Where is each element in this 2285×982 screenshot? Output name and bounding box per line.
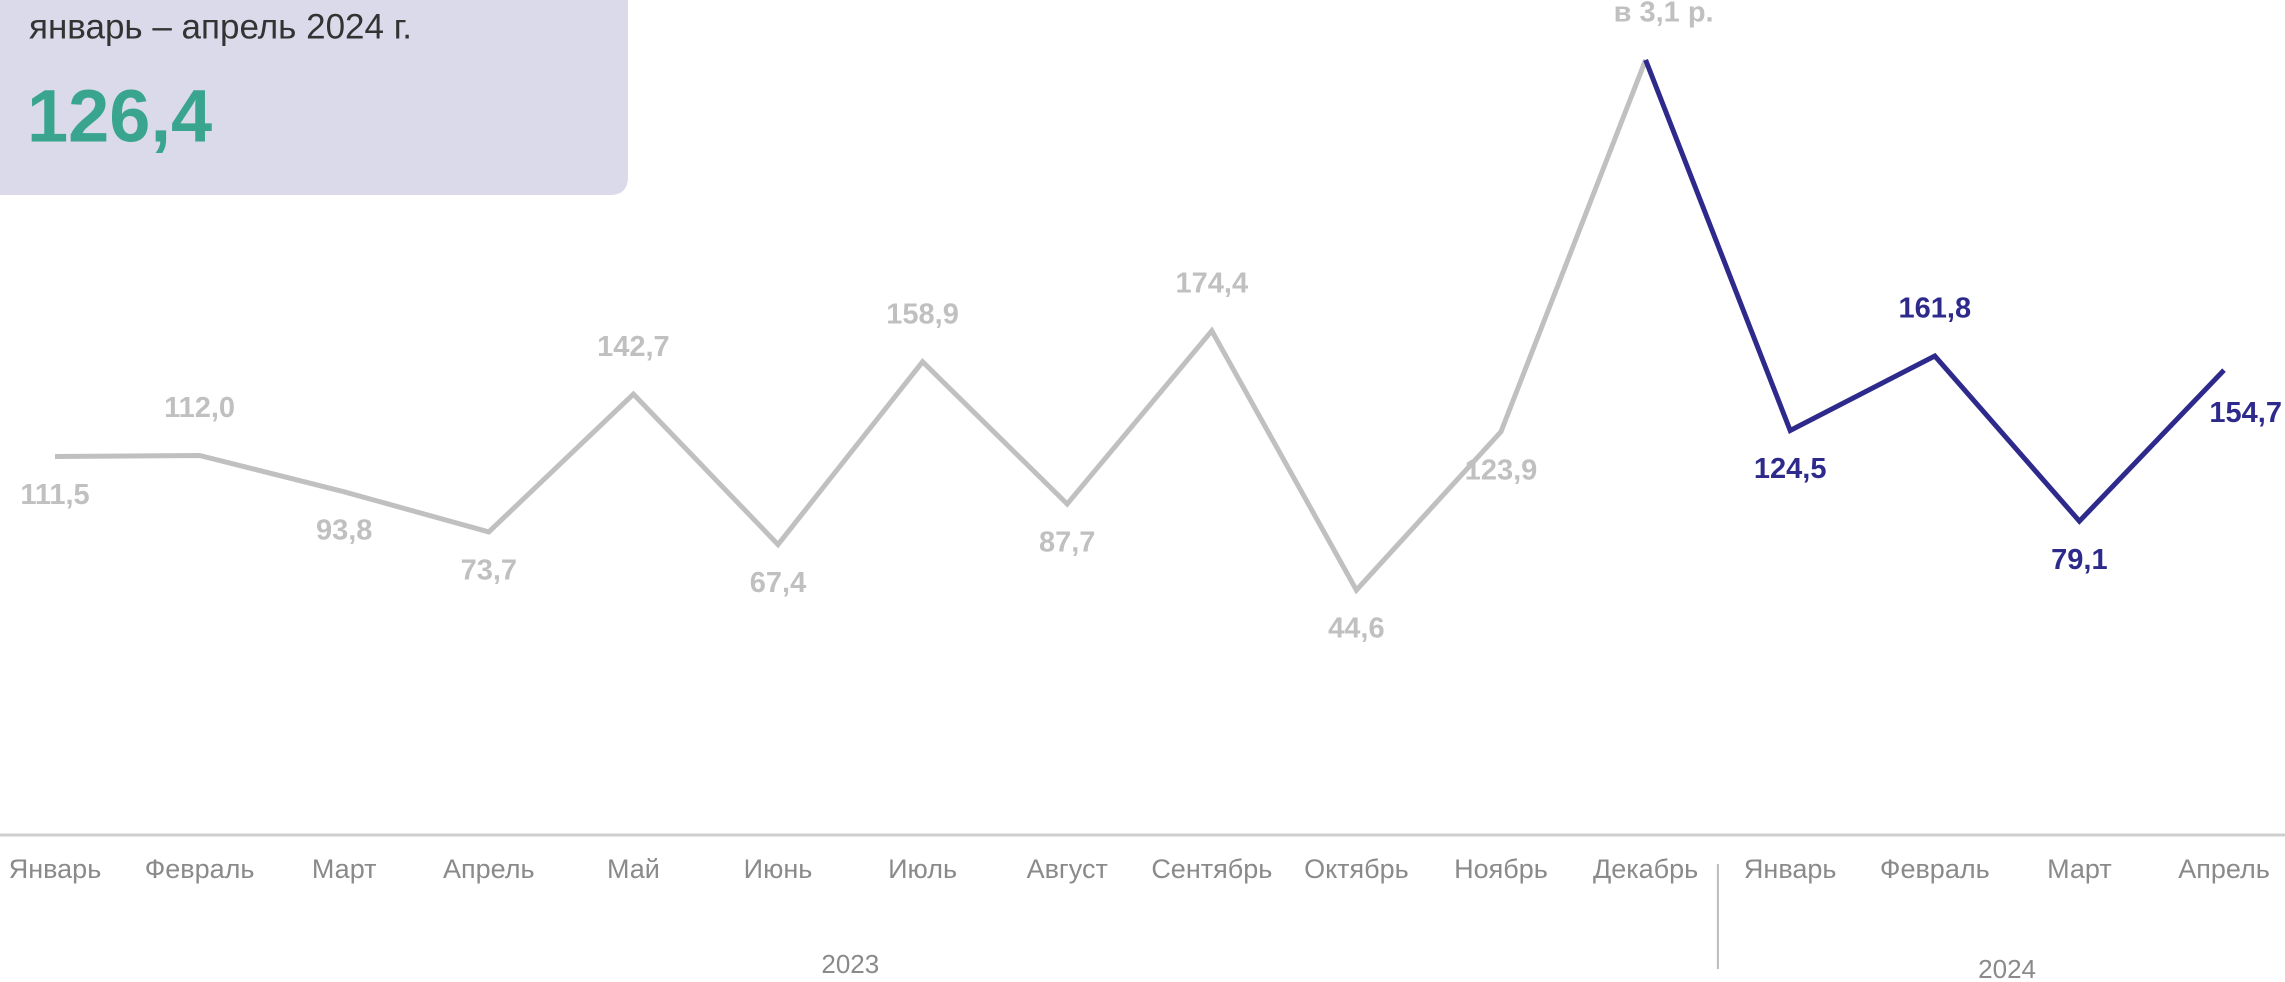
- summary-label: январь – апрель 2024 г.: [29, 7, 412, 46]
- data-label: 174,4: [1176, 267, 1249, 299]
- group-label: 2024: [1978, 954, 2036, 982]
- data-label: 112,0: [164, 392, 235, 424]
- x-tick-label: Апрель: [2178, 854, 2270, 884]
- data-label: 161,8: [1899, 293, 1972, 325]
- summary-card: [0, 0, 628, 195]
- x-tick-label: Декабрь: [1593, 854, 1698, 884]
- data-label: 44,6: [1328, 613, 1384, 645]
- group-label: 2023: [821, 949, 879, 979]
- x-tick-label: Ноябрь: [1454, 854, 1548, 884]
- data-label: 158,9: [886, 298, 959, 330]
- data-label: 87,7: [1039, 527, 1095, 559]
- x-tick-label: Сентябрь: [1151, 854, 1272, 884]
- data-label: 111,5: [20, 479, 89, 511]
- series-line: [1643, 59, 2226, 525]
- data-label: 142,7: [597, 331, 670, 363]
- x-tick-label: Октябрь: [1304, 854, 1409, 884]
- data-label: 73,7: [461, 555, 517, 587]
- series-line: [54, 59, 1648, 595]
- data-label: 123,9: [1465, 454, 1538, 486]
- x-tick-label: Январь: [1744, 854, 1837, 884]
- x-tick-label: Февраль: [1880, 854, 1990, 884]
- x-tick-label: Март: [2047, 854, 2112, 884]
- data-label: 93,8: [316, 514, 372, 546]
- x-tick-label: Август: [1027, 854, 1108, 884]
- data-label: 79,1: [2051, 544, 2107, 576]
- data-label: 154,7: [2209, 397, 2282, 429]
- x-tick-label: Март: [312, 854, 377, 884]
- x-tick-label: Май: [607, 854, 660, 884]
- x-tick-label: Апрель: [443, 854, 535, 884]
- x-tick-label: Январь: [9, 854, 102, 884]
- data-label: 124,5: [1754, 453, 1827, 485]
- x-tick-label: Июнь: [744, 854, 813, 884]
- data-label: 67,4: [750, 567, 806, 599]
- x-tick-label: Июль: [888, 854, 957, 884]
- data-label: в 3,1 р.: [1614, 0, 1714, 29]
- x-tick-label: Февраль: [145, 854, 255, 884]
- summary-value: 126,4: [27, 75, 212, 158]
